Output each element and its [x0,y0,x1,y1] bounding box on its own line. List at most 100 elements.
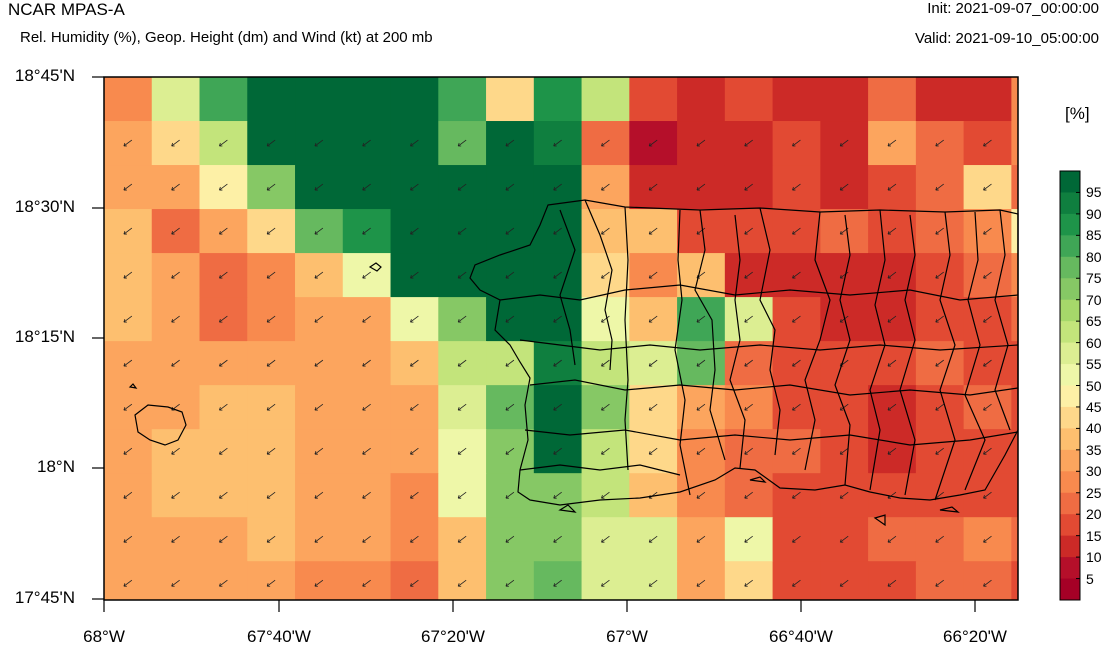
wind-arrow [457,183,467,191]
humidity-cell [486,341,535,386]
humidity-cell [199,561,248,600]
humidity-cell [438,77,487,122]
wind-arrow [457,315,467,323]
wind-arrow [457,403,467,411]
humidity-cell [295,341,344,386]
humidity-cell [295,473,344,518]
humidity-cell [295,517,344,562]
humidity-cell [1011,77,1018,122]
wind-arrow [887,315,897,323]
colorbar-label: 50 [1086,377,1102,394]
wind-arrow [314,491,324,499]
humidity-cell [581,429,630,474]
humidity-cell [915,165,965,210]
humidity-cell [629,429,678,474]
humidity-cell [104,429,153,474]
humidity-cell [629,385,678,430]
humidity-cell [820,253,869,298]
wind-arrow [171,535,180,543]
humidity-cell [629,341,678,386]
humidity-cell [247,341,296,386]
humidity-cell [533,121,583,166]
humidity-cell [295,429,344,474]
wind-arrow [505,491,515,499]
colorbar-swatch [1060,557,1080,580]
humidity-cell [390,561,439,600]
wind-arrow [171,447,180,455]
x-tick-label: 66°20'W [943,627,1007,646]
humidity-cell [915,121,965,166]
humidity-cell [677,517,726,562]
colorbar-swatch [1060,364,1080,386]
humidity-cell [772,297,821,342]
wind-arrow [266,359,276,367]
wind-arrow [171,579,180,587]
humidity-cell [438,429,487,474]
wind-arrow [696,315,706,323]
wind-arrow [935,271,944,279]
wind-arrow [744,491,753,499]
wind-arrow [744,579,753,587]
puerto-rico-coastline [469,199,1019,506]
wind-arrow [887,579,897,587]
wind-arrow [410,447,419,455]
wind-arrow [553,491,562,499]
wind-arrow [410,403,419,411]
humidity-cell [677,341,726,386]
humidity-cell [533,385,583,430]
wind-arrow [648,535,658,543]
wind-arrow [696,447,706,455]
humidity-cell [533,209,583,254]
colorbar-label: 30 [1086,463,1102,480]
wind-arrow [219,491,228,499]
humidity-cell [199,473,248,518]
wind-arrow [410,227,419,235]
wind-arrow [314,403,324,411]
humidity-cell [915,517,965,562]
wind-arrow [314,579,324,587]
humidity-cell [390,121,439,166]
humidity-cell [629,297,678,342]
wind-arrow [792,579,801,587]
colorbar-swatch [1060,514,1080,537]
wind-arrow [362,227,371,235]
humidity-cell [677,165,726,210]
humidity-cell [342,473,392,518]
colorbar-label: 25 [1086,484,1102,501]
humidity-cell [104,77,153,122]
humidity-cell [1011,429,1018,474]
wind-arrow [696,535,706,543]
wind-arrow [314,359,324,367]
humidity-cell [199,77,248,122]
wind-arrow [696,579,706,587]
colorbar [1059,170,1081,601]
wind-arrow [171,315,180,323]
wind-arrow [362,139,371,147]
humidity-cell [963,297,1012,342]
colorbar-swatch [1060,385,1080,408]
wind-arrow [553,227,562,235]
wind-arrow [266,535,276,543]
humidity-cell [581,77,630,122]
humidity-cell [820,517,869,562]
humidity-cell [868,297,917,342]
wind-arrow [935,227,944,235]
model-title: NCAR MPAS-A [8,0,125,19]
wind-arrow [266,579,276,587]
wind-arrow [171,491,180,499]
humidity-cell [390,341,439,386]
wind-arrow [601,139,610,147]
wind-arrow [362,535,371,543]
humidity-cell [390,385,439,430]
wind-arrow [123,447,133,455]
monito-islet [128,383,138,389]
humidity-cell [295,253,344,298]
wind-arrow [219,315,228,323]
humidity-cell [247,429,296,474]
humidity-cell [390,253,439,298]
humidity-cell [915,209,965,254]
wind-arrow [314,183,324,191]
wind-arrow [553,183,562,191]
wind-arrow [314,227,324,235]
humidity-cell [342,385,392,430]
